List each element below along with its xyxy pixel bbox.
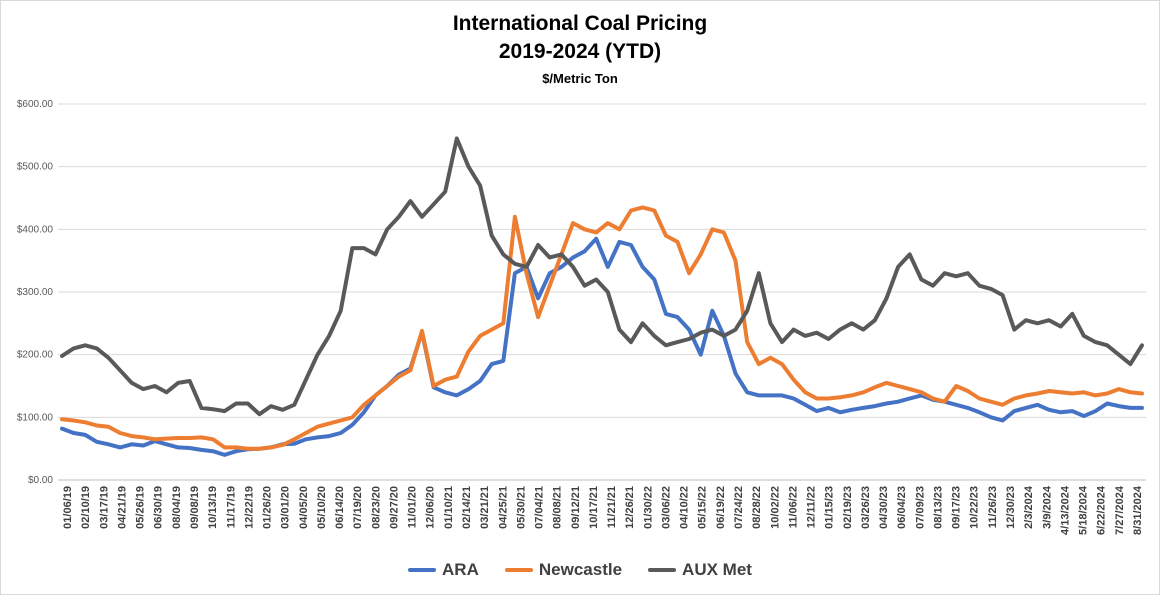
y-tick-label: $200.00 [17, 350, 54, 361]
x-tick-label: 7/27/2024 [1114, 485, 1126, 535]
x-tick-label: 5/18/2024 [1078, 485, 1090, 535]
x-tick-label: 11/26/23 [987, 486, 999, 528]
x-tick-label: 3/9/2024 [1041, 485, 1053, 529]
x-tick-label: 04/05/20 [298, 486, 310, 529]
x-tick-label: 06/04/23 [896, 486, 908, 529]
x-tick-label: 03/21/21 [479, 486, 491, 529]
x-tick-label: 10/13/19 [207, 486, 219, 529]
x-tick-label: 11/01/20 [407, 486, 419, 528]
x-tick-label: 12/11/22 [806, 486, 818, 528]
x-tick-label: 09/17/23 [951, 486, 963, 529]
x-tick-label: 08/08/21 [552, 486, 564, 529]
legend-label: Newcastle [538, 560, 623, 579]
legend-swatch [504, 568, 533, 572]
x-tick-label: 05/30/21 [515, 486, 527, 529]
x-tick-label: 07/09/23 [914, 486, 926, 529]
legend: ARA Newcastle AUX Met [0, 560, 1160, 580]
x-tick-label: 12/06/20 [425, 486, 437, 529]
x-tick-label: 01/26/20 [262, 486, 274, 529]
x-tick-label: 03/26/23 [860, 486, 872, 529]
x-tick-label: 12/30/23 [1005, 486, 1017, 529]
y-tick-label: $100.00 [17, 412, 54, 423]
x-tick-label: 01/30/22 [642, 486, 654, 529]
x-tick-label: 07/19/20 [352, 486, 364, 529]
y-tick-label: $400.00 [17, 224, 54, 235]
legend-swatch [408, 568, 437, 572]
x-tick-label: 09/08/19 [189, 486, 201, 529]
x-tick-label: 05/10/20 [316, 486, 328, 529]
chart-title: International Coal Pricing [452, 12, 708, 35]
x-tick-label: 01/15/23 [824, 486, 836, 529]
legend-item: AUX Met [648, 560, 752, 580]
x-tick-label: 11/06/22 [787, 486, 799, 528]
x-tick-label: 07/24/22 [733, 486, 745, 529]
x-tick-label: 10/17/21 [588, 486, 600, 529]
x-tick-label: 04/21/19 [116, 486, 128, 529]
x-tick-label: 2/3/2024 [1023, 485, 1035, 529]
x-tick-label: 04/30/23 [878, 486, 890, 529]
x-tick-label: 09/27/20 [388, 486, 400, 529]
x-tick-label: 10/22/23 [969, 486, 981, 529]
chart-unit-label: $/Metric Ton [542, 71, 618, 86]
x-tick-label: 02/19/23 [842, 486, 854, 529]
x-tick-label: 03/01/20 [280, 486, 292, 529]
x-tick-label: 4/13/2024 [1059, 485, 1071, 535]
x-tick-label: 06/19/22 [715, 486, 727, 529]
x-tick-label: 07/04/21 [534, 486, 546, 529]
x-tick-label: 11/17/19 [225, 486, 237, 528]
x-tick-label: 01/06/19 [62, 486, 74, 529]
legend-item: Newcastle [504, 560, 623, 580]
x-tick-label: 02/10/19 [80, 486, 92, 529]
y-tick-label: $300.00 [17, 287, 54, 298]
x-tick-label: 11/21/21 [606, 486, 618, 528]
x-tick-label: 6/22/2024 [1096, 485, 1108, 535]
x-tick-label: 12/26/21 [624, 486, 636, 529]
x-tick-label: 08/23/20 [370, 486, 382, 529]
series-line-aux-met [60, 136, 1144, 417]
x-tick-label: 03/06/22 [660, 486, 672, 529]
legend-swatch [648, 568, 677, 572]
legend-label: ARA [442, 560, 479, 579]
x-tick-label: 05/26/19 [135, 486, 147, 529]
x-tick-label: 02/14/21 [461, 486, 473, 529]
x-tick-label: 03/17/19 [98, 486, 110, 529]
x-tick-label: 04/25/21 [497, 486, 509, 529]
x-tick-label: 06/30/19 [153, 486, 165, 529]
x-tick-label: 10/02/22 [769, 486, 781, 529]
x-tick-label: 01/10/21 [443, 486, 455, 529]
x-tick-label: 08/13/23 [932, 486, 944, 529]
x-tick-label: 09/12/21 [570, 486, 582, 529]
series-line-ara [60, 236, 1144, 457]
x-tick-label: 8/31/2024 [1132, 485, 1144, 535]
series-line-newcastle [60, 205, 1144, 451]
x-tick-label: 06/14/20 [334, 486, 346, 529]
x-tick-label: 05/15/22 [697, 486, 709, 529]
x-tick-label: 04/10/22 [679, 486, 691, 529]
x-tick-label: 12/22/19 [243, 486, 255, 529]
y-tick-label: $600.00 [17, 99, 54, 110]
line-chart: $0.00 $100.00 $200.00 $300.00 $400.00 $500.00… [17, 99, 1146, 535]
legend-label: AUX Met [682, 560, 752, 579]
x-tick-label: 08/04/19 [171, 486, 183, 529]
legend-item: ARA [408, 560, 479, 580]
y-tick-label: $500.00 [17, 162, 54, 173]
x-tick-label: 08/28/22 [751, 486, 763, 529]
chart-subtitle: 2019-2024 (YTD) [498, 40, 662, 63]
y-tick-label: $0.00 [28, 475, 53, 486]
